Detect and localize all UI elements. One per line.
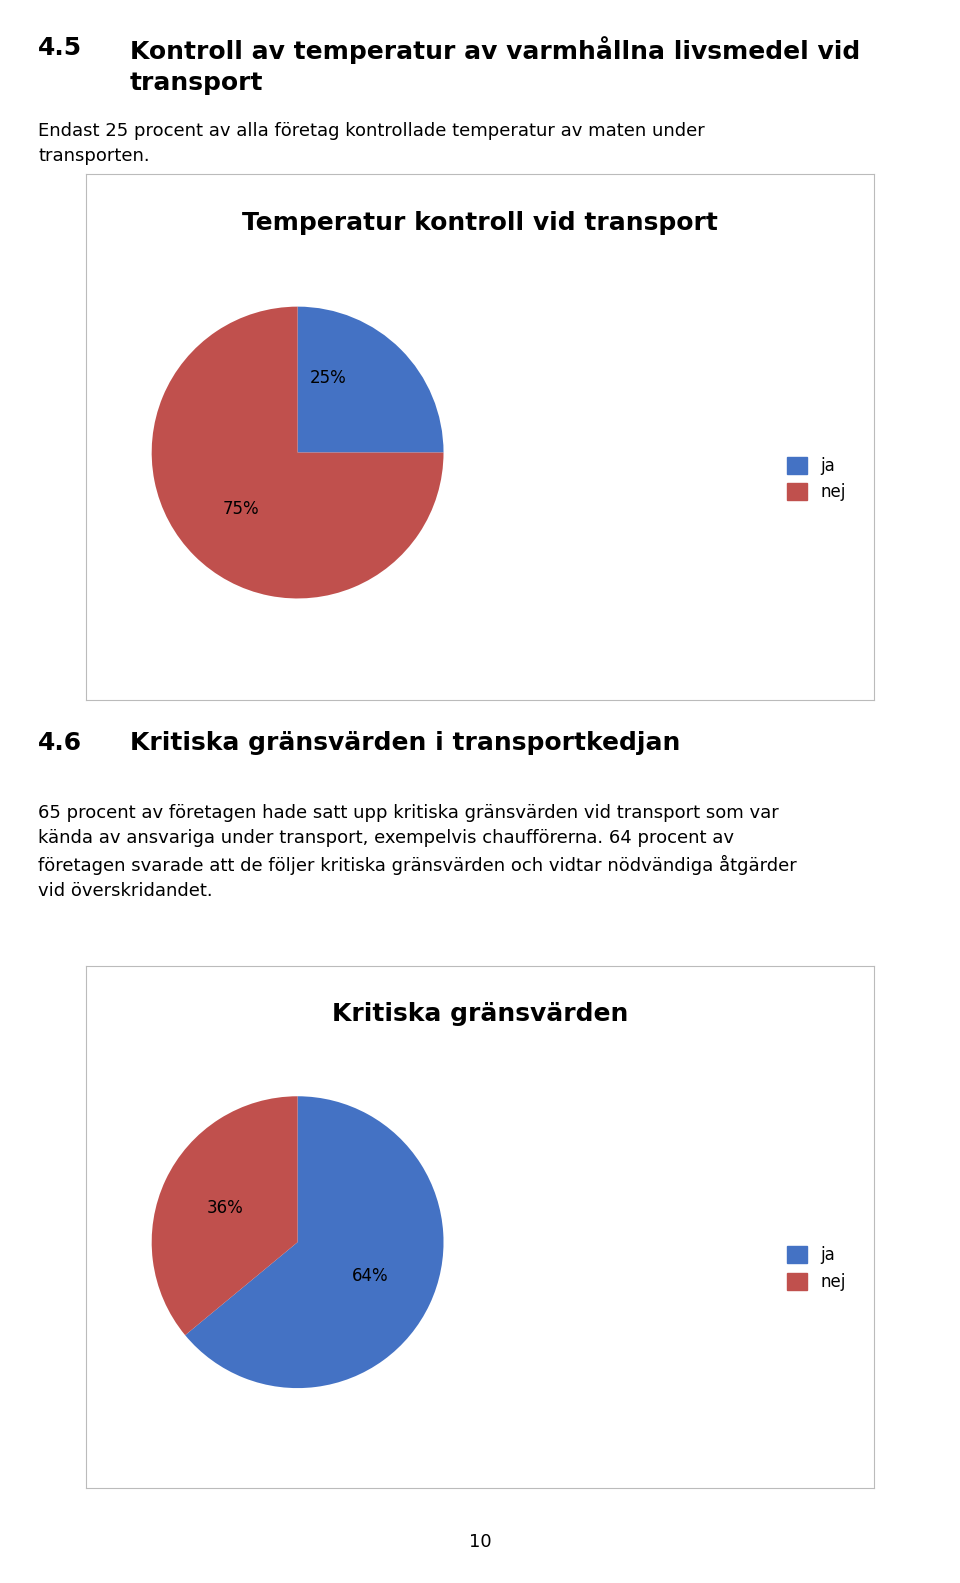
- Text: 10: 10: [468, 1534, 492, 1551]
- Wedge shape: [298, 307, 444, 453]
- Text: 75%: 75%: [223, 500, 259, 518]
- Legend: ja, nej: ja, nej: [787, 1246, 846, 1292]
- Text: Temperatur kontroll vid transport: Temperatur kontroll vid transport: [242, 211, 718, 234]
- Text: 36%: 36%: [206, 1198, 243, 1217]
- Text: 4.6: 4.6: [38, 731, 83, 755]
- Text: Kritiska gränsvärden i transportkedjan: Kritiska gränsvärden i transportkedjan: [130, 731, 680, 755]
- Text: 25%: 25%: [310, 369, 347, 388]
- Text: 64%: 64%: [352, 1268, 389, 1285]
- Wedge shape: [152, 1097, 298, 1334]
- Text: Kritiska gränsvärden: Kritiska gränsvärden: [332, 1002, 628, 1026]
- Text: Endast 25 procent av alla företag kontrollade temperatur av maten under
transpor: Endast 25 procent av alla företag kontro…: [38, 122, 706, 165]
- Wedge shape: [185, 1097, 444, 1388]
- Text: Kontroll av temperatur av varmhållna livsmedel vid
transport: Kontroll av temperatur av varmhållna liv…: [130, 36, 860, 95]
- Legend: ja, nej: ja, nej: [787, 456, 846, 502]
- Text: 65 procent av företagen hade satt upp kritiska gränsvärden vid transport som var: 65 procent av företagen hade satt upp kr…: [38, 804, 797, 901]
- Text: 4.5: 4.5: [38, 36, 83, 60]
- Wedge shape: [152, 307, 444, 598]
